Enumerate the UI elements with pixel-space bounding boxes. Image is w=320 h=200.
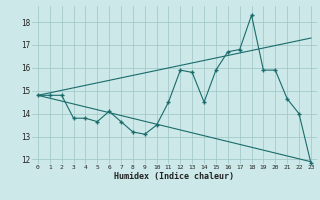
X-axis label: Humidex (Indice chaleur): Humidex (Indice chaleur) bbox=[115, 172, 234, 181]
